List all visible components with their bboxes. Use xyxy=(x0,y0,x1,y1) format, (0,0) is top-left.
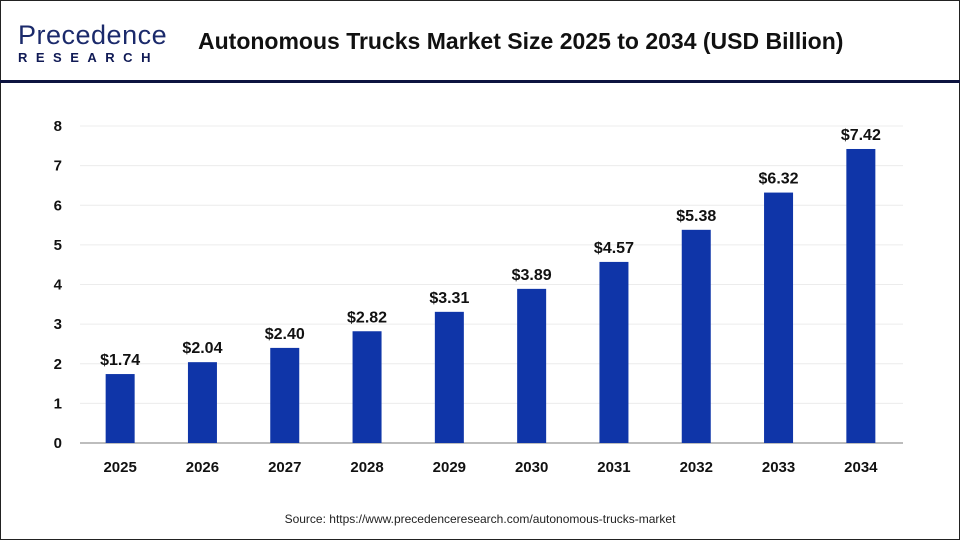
bar-2027 xyxy=(270,347,300,443)
y-tick-label: 4 xyxy=(54,277,63,294)
data-label-2032: $5.38 xyxy=(676,208,716,225)
data-label-2029: $3.31 xyxy=(429,290,469,307)
data-label-2030: $3.89 xyxy=(512,267,552,284)
x-tick-label: 2032 xyxy=(680,459,713,476)
data-label-2031: $4.57 xyxy=(594,240,634,257)
y-tick-label: 6 xyxy=(54,197,62,214)
bar-2028 xyxy=(352,331,382,443)
data-label-2034: $7.42 xyxy=(841,127,881,144)
bar-2031 xyxy=(599,261,629,443)
y-tick-label: 0 xyxy=(54,435,62,452)
bar-2030 xyxy=(517,288,547,443)
precedence-research-logo: Precedence RESEARCH xyxy=(18,20,168,66)
y-tick-label: 3 xyxy=(54,316,62,333)
bar-2032 xyxy=(681,229,711,443)
x-tick-label: 2028 xyxy=(350,459,383,476)
chart-title: Autonomous Trucks Market Size 2025 to 20… xyxy=(198,28,844,54)
header: Precedence RESEARCH Autonomous Trucks Ma… xyxy=(0,0,960,83)
x-tick-label: 2026 xyxy=(186,459,219,476)
x-tick-label: 2025 xyxy=(103,459,136,476)
data-label-2033: $6.32 xyxy=(759,171,799,188)
source-text: Source: https://www.precedenceresearch.c… xyxy=(284,512,676,526)
y-tick-label: 8 xyxy=(54,118,62,135)
y-tick-label: 2 xyxy=(54,356,62,373)
bar-2025 xyxy=(105,374,135,443)
bar-2026 xyxy=(187,362,217,443)
x-tick-label: 2034 xyxy=(844,459,878,476)
bar-2029 xyxy=(434,311,464,443)
x-tick-label: 2033 xyxy=(762,459,795,476)
data-label-2026: $2.04 xyxy=(182,340,222,357)
data-label-2028: $2.82 xyxy=(347,309,387,326)
bar-2034 xyxy=(846,148,876,444)
x-tick-label: 2030 xyxy=(515,459,548,476)
y-tick-label: 7 xyxy=(54,158,62,175)
data-label-2027: $2.40 xyxy=(265,326,305,343)
x-tick-label: 2027 xyxy=(268,459,301,476)
x-tick-label: 2031 xyxy=(597,459,630,476)
logo-wordmark: Precedence xyxy=(18,20,168,50)
data-label-2025: $1.74 xyxy=(100,352,140,369)
y-tick-label: 5 xyxy=(54,237,62,254)
y-tick-label: 1 xyxy=(54,395,62,412)
bar-2033 xyxy=(764,192,794,443)
logo-subtitle: RESEARCH xyxy=(18,50,159,65)
x-tick-label: 2029 xyxy=(433,459,466,476)
